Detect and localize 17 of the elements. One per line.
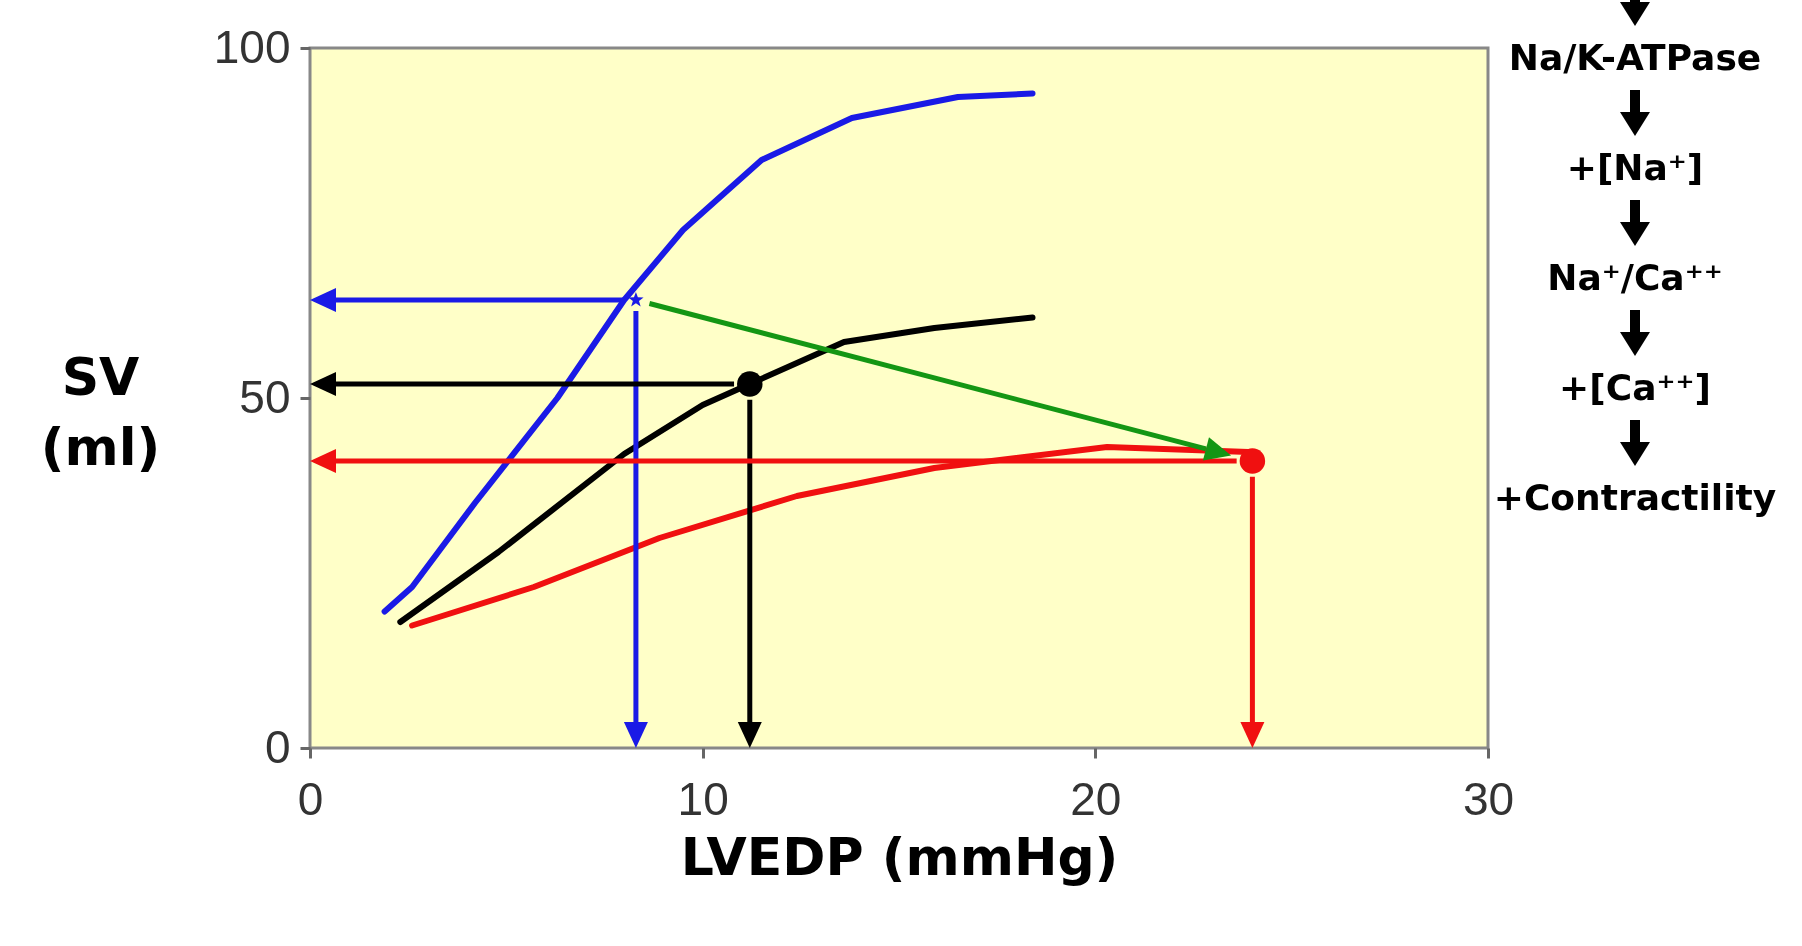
text: Na/K-ATPase — [1508, 36, 1762, 80]
point — [1239, 448, 1266, 474]
x-axis-title: LVEDP (mmHg) — [680, 826, 1119, 887]
text: +Contractility — [1493, 476, 1777, 520]
point — [628, 291, 644, 307]
text: +[Na⁺] — [1566, 146, 1704, 190]
y-tick-label: 50 — [239, 370, 291, 423]
text: +[Ca⁺⁺] — [1559, 366, 1711, 410]
y-tick-label: 100 — [213, 20, 291, 73]
x-tick-label: 10 — [677, 772, 729, 825]
text: Na⁺/Ca⁺⁺ — [1547, 256, 1723, 300]
y-tick-label: 0 — [264, 720, 291, 773]
x-tick-label: 0 — [297, 772, 324, 825]
y-axis-title: SV (ml) — [40, 346, 161, 477]
point — [737, 371, 763, 397]
x-tick-label: 30 — [1462, 772, 1515, 825]
x-tick-label: 20 — [1070, 772, 1122, 825]
